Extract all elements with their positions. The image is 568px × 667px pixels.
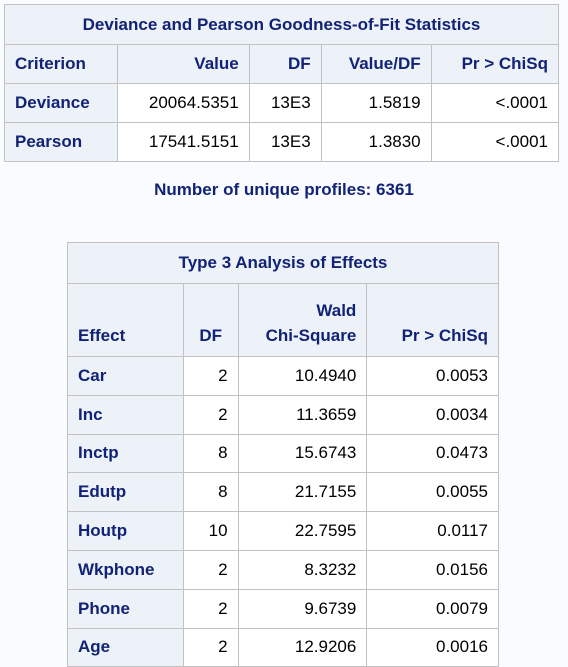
cell-chi-square: 8.3232 — [237, 549, 368, 590]
table-row: Pearson 17541.5151 13E3 1.3830 <.0001 — [3, 122, 560, 162]
unique-profiles-note: Number of unique profiles: 6361 — [154, 180, 414, 199]
cell-chi-square: 15.6743 — [237, 433, 368, 474]
cell-df: 8 — [182, 433, 239, 474]
cell-value-df: 1.5819 — [320, 83, 432, 123]
col-header-effect: Effect — [67, 283, 184, 357]
row-header-effect: Houtp — [67, 511, 184, 551]
row-header-effect: Edutp — [67, 472, 184, 513]
row-header-criterion: Pearson — [3, 122, 119, 162]
cell-chi-square: 10.4940 — [237, 356, 368, 396]
cell-value: 17541.5151 — [117, 122, 250, 162]
row-header-effect: Phone — [67, 588, 184, 629]
table-row: Wkphone 2 8.3232 0.0156 — [67, 549, 499, 590]
type3-analysis-table: Type 3 Analysis of Effects Effect DF Wal… — [67, 242, 499, 667]
cell-pr-chisq: 0.0079 — [366, 588, 499, 629]
col-header-wald: Wald — [316, 301, 357, 320]
cell-df: 10 — [182, 511, 239, 551]
table-row: Age 2 12.9206 0.0016 — [67, 627, 499, 667]
cell-pr-chisq: 0.0473 — [366, 433, 499, 474]
col-header-df: DF — [248, 44, 322, 84]
cell-df: 2 — [182, 356, 239, 396]
cell-df: 2 — [182, 627, 239, 667]
col-header-pr-chisq: Pr > ChiSq — [366, 283, 499, 357]
cell-pr-chisq: 0.0016 — [366, 627, 499, 667]
cell-df: 13E3 — [248, 122, 322, 162]
col-header-pr-chisq: Pr > ChiSq — [430, 44, 560, 84]
table-title-row: Deviance and Pearson Goodness-of-Fit Sta… — [4, 4, 559, 45]
cell-pr-chisq: <.0001 — [430, 83, 560, 123]
cell-pr-chisq: 0.0117 — [366, 511, 499, 551]
header-row: Criterion Value DF Value/DF Pr > ChiSq — [3, 44, 560, 84]
table-row: Inctp 8 15.6743 0.0473 — [67, 433, 499, 474]
cell-value: 20064.5351 — [117, 83, 250, 123]
table-row: Houtp 10 22.7595 0.0117 — [67, 511, 499, 551]
cell-chi-square: 21.7155 — [237, 472, 368, 513]
table-row: Edutp 8 21.7155 0.0055 — [67, 472, 499, 513]
col-header-value: Value — [117, 44, 250, 84]
col-header-chi-square: Chi-Square — [265, 326, 357, 345]
row-header-criterion: Deviance — [3, 83, 119, 123]
cell-chi-square: 12.9206 — [237, 627, 368, 667]
cell-df: 2 — [182, 394, 239, 435]
row-header-effect: Car — [67, 356, 184, 396]
cell-df: 8 — [182, 472, 239, 513]
col-header-criterion: Criterion — [3, 44, 119, 84]
cell-chi-square: 11.3659 — [237, 394, 368, 435]
cell-pr-chisq: 0.0034 — [366, 394, 499, 435]
cell-df: 13E3 — [248, 83, 322, 123]
row-header-effect: Inc — [67, 394, 184, 435]
cell-chi-square: 22.7595 — [237, 511, 368, 551]
cell-pr-chisq: 0.0053 — [366, 356, 499, 396]
goodness-of-fit-table: Deviance and Pearson Goodness-of-Fit Sta… — [3, 4, 560, 162]
table-row: Inc 2 11.3659 0.0034 — [67, 394, 499, 435]
row-header-effect: Inctp — [67, 433, 184, 474]
col-header-value-df: Value/DF — [320, 44, 432, 84]
cell-df: 2 — [182, 549, 239, 590]
col-header-wald-chi-square: Wald Chi-Square — [237, 283, 368, 357]
table-title-row: Type 3 Analysis of Effects — [67, 242, 499, 284]
cell-value-df: 1.3830 — [320, 122, 432, 162]
cell-df: 2 — [182, 588, 239, 629]
header-row: Effect DF Wald Chi-Square Pr > ChiSq — [67, 283, 499, 357]
table-row: Car 2 10.4940 0.0053 — [67, 356, 499, 396]
type3-title: Type 3 Analysis of Effects — [67, 242, 499, 284]
table-row: Phone 2 9.6739 0.0079 — [67, 588, 499, 629]
cell-chi-square: 9.6739 — [237, 588, 368, 629]
cell-pr-chisq: <.0001 — [430, 122, 560, 162]
goodness-of-fit-title: Deviance and Pearson Goodness-of-Fit Sta… — [4, 4, 559, 45]
cell-pr-chisq: 0.0156 — [366, 549, 499, 590]
col-header-df: DF — [182, 283, 239, 357]
table-row: Deviance 20064.5351 13E3 1.5819 <.0001 — [3, 83, 560, 123]
cell-pr-chisq: 0.0055 — [366, 472, 499, 513]
row-header-effect: Wkphone — [67, 549, 184, 590]
row-header-effect: Age — [67, 627, 184, 667]
